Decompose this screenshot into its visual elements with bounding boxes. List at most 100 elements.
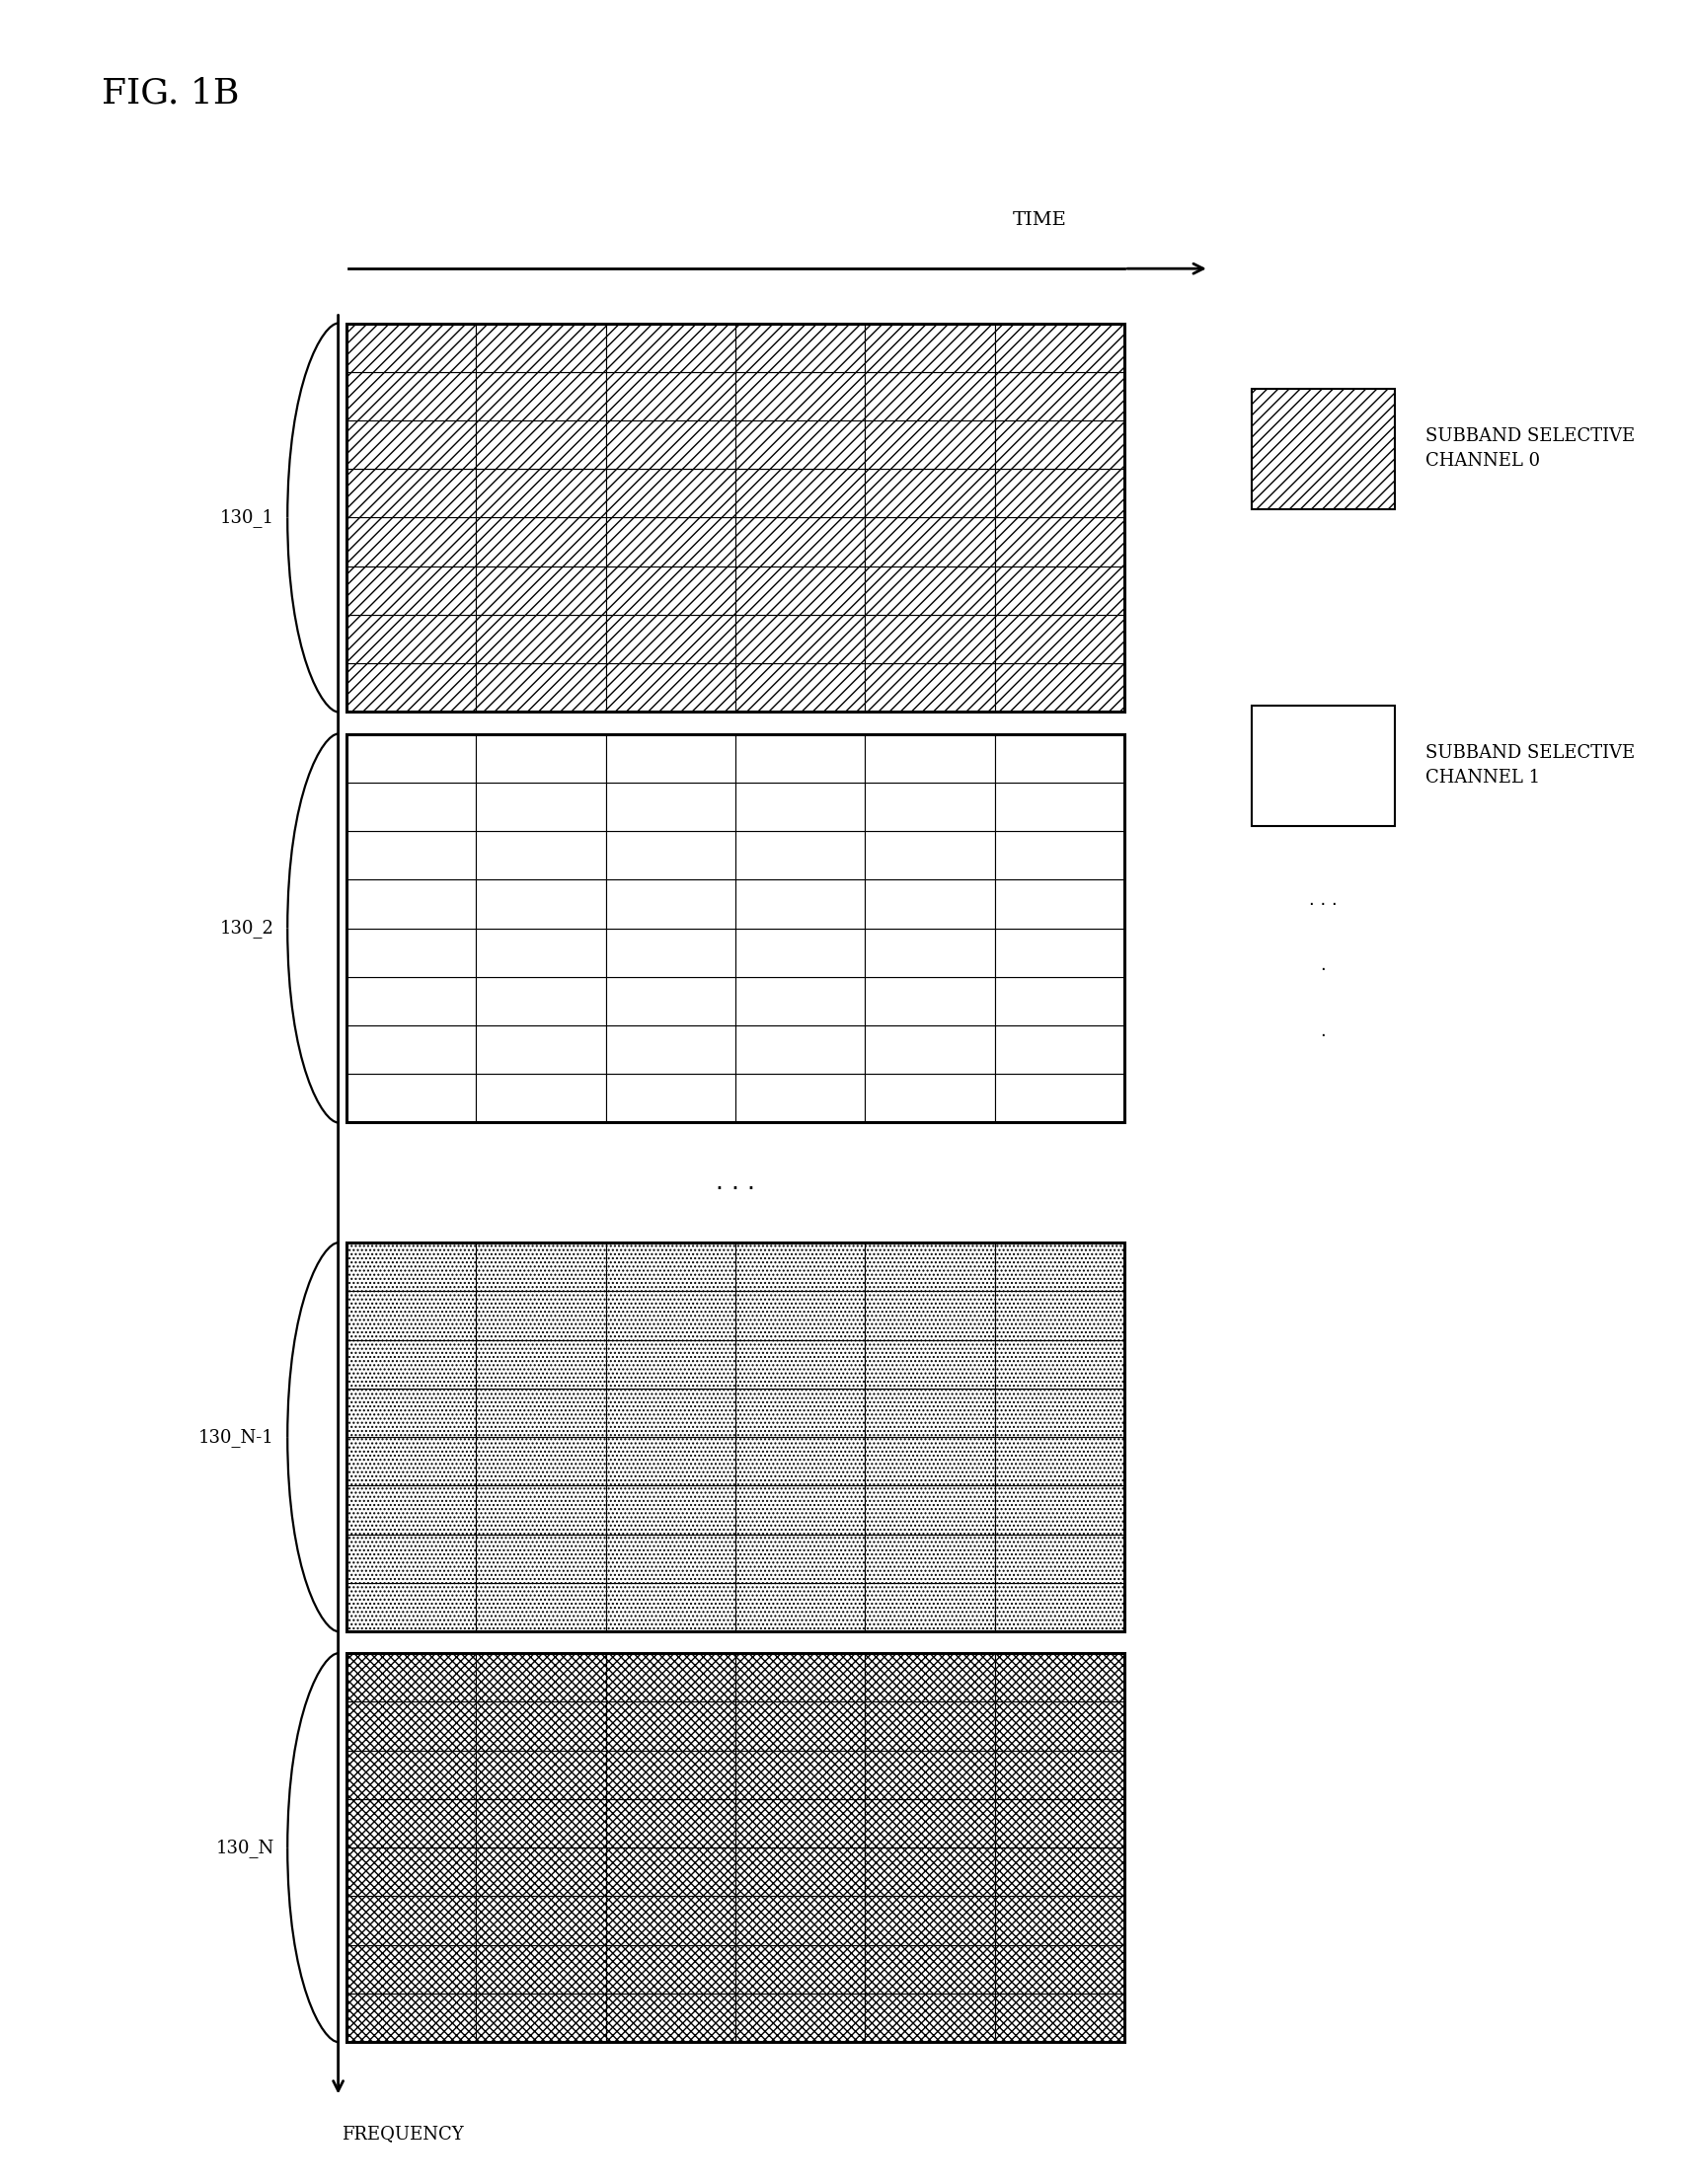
Bar (736, 470, 866, 518)
Bar (477, 323, 605, 371)
Bar (994, 976, 1125, 1026)
Bar (605, 782, 736, 832)
Bar (866, 1291, 994, 1339)
Bar (605, 1583, 736, 1631)
Bar (736, 1075, 866, 1123)
Bar (477, 782, 605, 832)
Bar (736, 830, 866, 880)
Bar (866, 1752, 994, 1800)
Bar (736, 1701, 866, 1752)
Bar (347, 518, 477, 566)
Bar (994, 1437, 1125, 1485)
Bar (866, 928, 994, 976)
Bar (866, 782, 994, 832)
Bar (347, 1800, 477, 1848)
Bar (994, 1291, 1125, 1339)
Bar (347, 1946, 477, 1994)
Bar (866, 880, 994, 928)
Bar (866, 830, 994, 880)
Bar (477, 1026, 605, 1075)
Bar (347, 880, 477, 928)
Bar (477, 928, 605, 976)
Bar (347, 1389, 477, 1437)
Text: TIME: TIME (1013, 212, 1067, 229)
Bar (477, 1994, 605, 2042)
Bar (347, 1485, 477, 1533)
Bar (347, 734, 477, 782)
Bar (477, 1485, 605, 1533)
Bar (347, 1653, 477, 1701)
Text: 130_N-1: 130_N-1 (198, 1428, 274, 1446)
Bar (994, 1485, 1125, 1533)
Bar (605, 664, 736, 712)
Bar (736, 1437, 866, 1485)
Bar (477, 470, 605, 518)
Bar (477, 1075, 605, 1123)
Bar (605, 616, 736, 664)
Bar (994, 1243, 1125, 1291)
Bar (994, 1994, 1125, 2042)
Bar (736, 1485, 866, 1533)
Bar (477, 976, 605, 1026)
Bar (605, 830, 736, 880)
Bar (347, 1026, 477, 1075)
Bar (347, 1583, 477, 1631)
Bar (605, 1701, 736, 1752)
Bar (1251, 389, 1395, 509)
Bar (477, 734, 605, 782)
Bar (994, 1946, 1125, 1994)
Bar (736, 616, 866, 664)
Bar (736, 880, 866, 928)
Bar (347, 1533, 477, 1583)
Bar (347, 928, 477, 976)
Text: 130_N: 130_N (215, 1839, 274, 1856)
Bar (866, 1026, 994, 1075)
Bar (477, 566, 605, 616)
Bar (605, 1389, 736, 1437)
Bar (477, 1243, 605, 1291)
Bar (866, 470, 994, 518)
Bar (736, 1533, 866, 1583)
Bar (994, 1533, 1125, 1583)
Bar (866, 1485, 994, 1533)
Bar (605, 1485, 736, 1533)
Bar (605, 371, 736, 422)
Bar (736, 518, 866, 566)
Text: .: . (1321, 957, 1326, 974)
Bar (866, 1437, 994, 1485)
Bar (994, 1653, 1125, 1701)
Bar (736, 1752, 866, 1800)
Bar (477, 1583, 605, 1631)
Bar (477, 1437, 605, 1485)
Bar (605, 470, 736, 518)
Bar (605, 1800, 736, 1848)
Bar (994, 1339, 1125, 1389)
Bar (347, 1896, 477, 1944)
Bar (994, 323, 1125, 371)
Bar (994, 880, 1125, 928)
Bar (605, 1339, 736, 1389)
Bar (994, 518, 1125, 566)
Bar (347, 323, 1125, 712)
Bar (866, 1800, 994, 1848)
Bar (736, 1583, 866, 1631)
Text: 130_2: 130_2 (220, 919, 274, 937)
Bar (477, 1752, 605, 1800)
Bar (477, 1800, 605, 1848)
Bar (347, 1653, 1125, 2042)
Bar (994, 1075, 1125, 1123)
Bar (477, 880, 605, 928)
Bar (477, 616, 605, 664)
Bar (605, 1994, 736, 2042)
Bar (605, 1896, 736, 1944)
Bar (347, 1752, 477, 1800)
Text: FREQUENCY: FREQUENCY (342, 2125, 463, 2143)
Bar (605, 1946, 736, 1994)
Bar (994, 1026, 1125, 1075)
Bar (347, 1243, 1125, 1631)
Text: SUBBAND SELECTIVE
CHANNEL 1: SUBBAND SELECTIVE CHANNEL 1 (1426, 745, 1635, 786)
Bar (994, 734, 1125, 782)
Bar (994, 664, 1125, 712)
Bar (994, 1848, 1125, 1896)
Bar (605, 928, 736, 976)
